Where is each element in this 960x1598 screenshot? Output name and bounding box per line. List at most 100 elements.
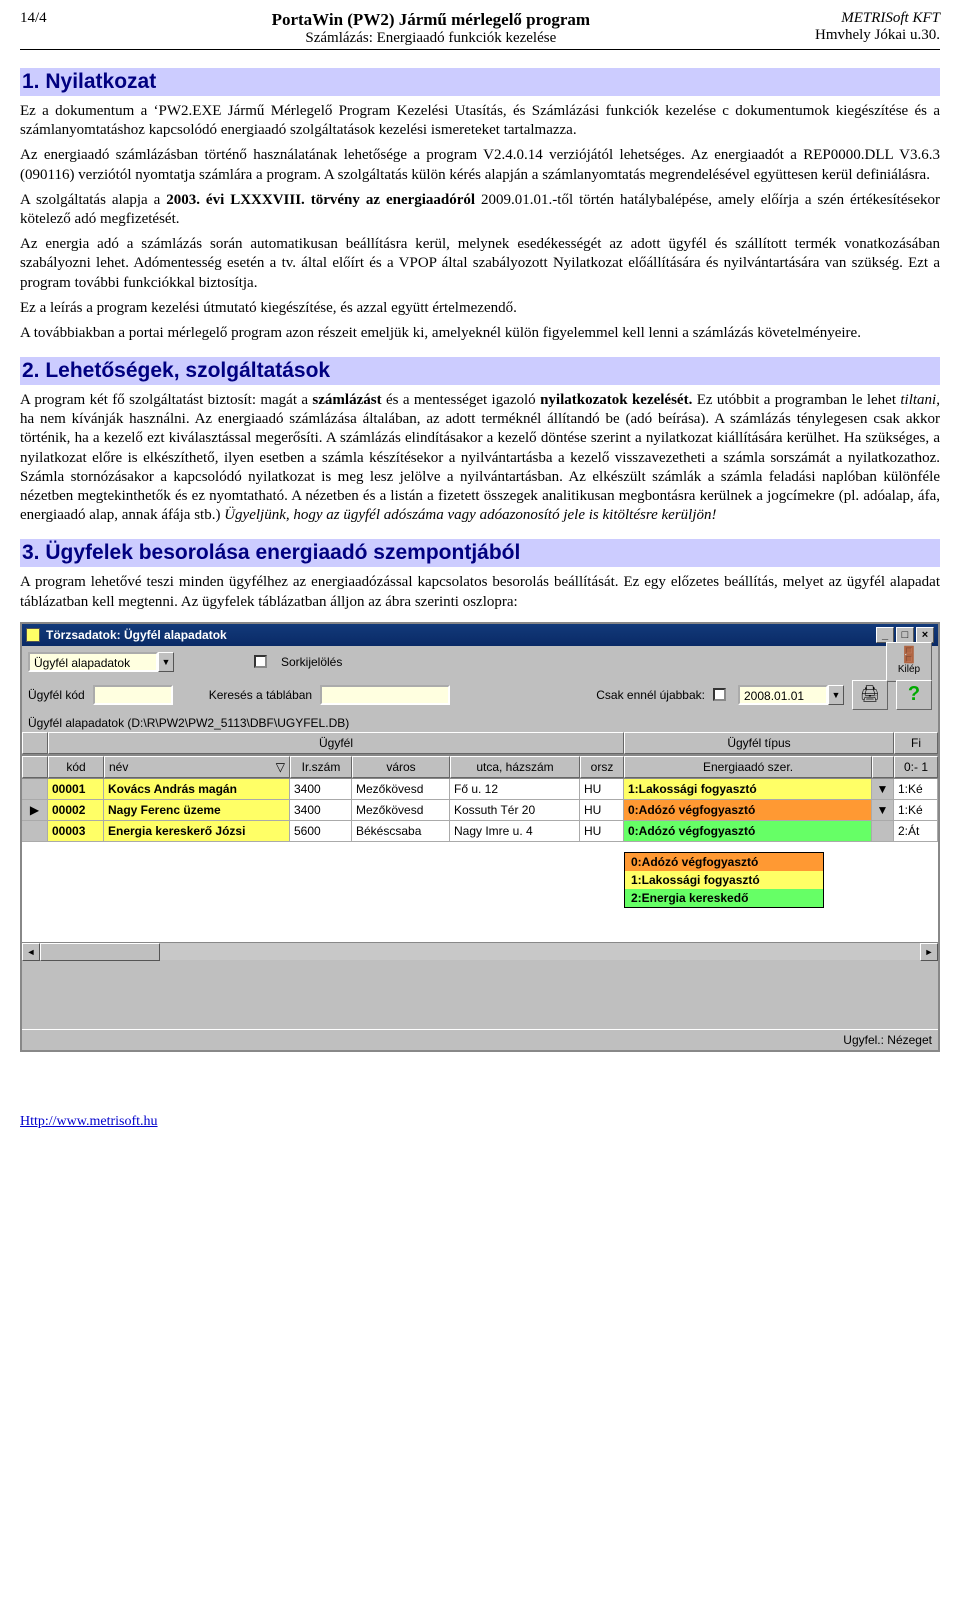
app-window: Törzsadatok: Ügyfél alapadatok _ □ × Ügy… <box>20 622 940 1052</box>
scroll-thumb[interactable] <box>40 943 160 961</box>
exit-button[interactable]: 🚪Kilép <box>886 642 932 682</box>
scroll-left-button[interactable]: ◄ <box>22 943 40 961</box>
sec3-p1: A program lehetővé teszi minden ügyfélhe… <box>20 573 940 611</box>
group-ugyfeltipus: Ügyfél típus <box>624 732 894 754</box>
company-address: Hmvhely Jókai u.30. <box>815 27 940 44</box>
cell-kod: 00003 <box>48 821 104 841</box>
grid-header: kód név ▽ Ir.szám város utca, házszám or… <box>22 755 938 779</box>
sec2-p1: A program két fő szolgáltatást biztosít:… <box>20 391 940 525</box>
table-row[interactable]: 00001Kovács András magán3400MezőkövesdFő… <box>22 779 938 800</box>
col-energiaado[interactable]: Energiaadó szer. <box>624 756 872 778</box>
cell-energiaado[interactable]: 0:Adózó végfogyasztó <box>624 800 872 820</box>
row-marker: ▶ <box>22 800 48 820</box>
csakujabb-checkbox[interactable] <box>713 688 726 701</box>
company-name: METRISoft KFT <box>815 10 940 27</box>
ugyfelkod-label: Ügyfél kód <box>28 688 85 702</box>
chevron-down-icon[interactable]: ▼ <box>158 652 174 672</box>
cell-utca: Kossuth Tér 20 <box>450 800 580 820</box>
cell-irsz: 3400 <box>290 800 352 820</box>
date-filter[interactable]: 2008.01.01▼ <box>738 685 844 705</box>
path-bar: Ügyfél alapadatok (D:\R\PW2\PW2_5113\DBF… <box>22 714 938 732</box>
cell-energiaado[interactable]: 0:Adózó végfogyasztó <box>624 821 872 841</box>
horizontal-scrollbar[interactable]: ◄ ► <box>22 942 938 960</box>
cell-kod: 00001 <box>48 779 104 799</box>
kereses-label: Keresés a táblában <box>209 688 312 702</box>
col-irsz[interactable]: Ir.szám <box>290 756 352 778</box>
cell-irsz: 5600 <box>290 821 352 841</box>
kereses-input[interactable] <box>320 685 450 705</box>
col-last[interactable]: 0:- 1 <box>894 756 938 778</box>
print-button[interactable]: 🖨 <box>852 680 888 710</box>
group-ugyfel: Ügyfél <box>48 732 624 754</box>
cell-orsz: HU <box>580 779 624 799</box>
dropdown-option[interactable]: 1:Lakossági fogyasztó <box>625 871 823 889</box>
door-icon: 🚪 <box>899 648 919 664</box>
table-row[interactable]: 00003Energia kereskerő Józsi5600Békéscsa… <box>22 821 938 842</box>
doc-title-block: PortaWin (PW2) Jármű mérlegelő program S… <box>272 10 591 47</box>
dropdown-arrow-icon[interactable]: ▼ <box>872 800 894 820</box>
cell-energiaado[interactable]: 1:Lakossági fogyasztó <box>624 779 872 799</box>
col-utca[interactable]: utca, házszám <box>450 756 580 778</box>
group-fi: Fi <box>894 732 938 754</box>
section-2-heading: 2. Lehetőségek, szolgáltatások <box>20 357 940 385</box>
cell-utca: Nagy Imre u. 4 <box>450 821 580 841</box>
doc-subtitle: Számlázás: Energiaadó funkciók kezelése <box>272 30 591 47</box>
sec1-p5: Ez a leírás a program kezelési útmutató … <box>20 299 940 318</box>
close-button[interactable]: × <box>916 627 934 643</box>
minimize-button[interactable]: _ <box>876 627 894 643</box>
doc-title: PortaWin (PW2) Jármű mérlegelő program <box>272 10 591 30</box>
cell-orsz: HU <box>580 800 624 820</box>
ugyfelkod-input[interactable] <box>93 685 173 705</box>
dropdown-arrow-icon[interactable] <box>872 821 894 841</box>
dropdown-option[interactable]: 0:Adózó végfogyasztó <box>625 853 823 871</box>
col-kod[interactable]: kód <box>48 756 104 778</box>
sec1-p2: Az energiaadó számlázásban történő haszn… <box>20 146 940 184</box>
help-button[interactable]: ? <box>896 680 932 710</box>
table-row[interactable]: ▶00002Nagy Ferenc üzeme3400MezőkövesdKos… <box>22 800 938 821</box>
cell-varos: Mezőkövesd <box>352 800 450 820</box>
window-title: Törzsadatok: Ügyfél alapadatok <box>46 628 876 642</box>
footer-link[interactable]: Http://www.metrisoft.hu <box>20 1114 158 1129</box>
sec1-p6: A továbbiakban a portai mérlegelő progra… <box>20 324 940 343</box>
cell-nev: Energia kereskerő Józsi <box>104 821 290 841</box>
col-orsz[interactable]: orsz <box>580 756 624 778</box>
dropdown-option[interactable]: 2:Energia kereskedő <box>625 889 823 907</box>
energiaado-dropdown-list[interactable]: 0:Adózó végfogyasztó 1:Lakossági fogyasz… <box>624 852 824 908</box>
row-marker <box>22 779 48 799</box>
scroll-right-button[interactable]: ► <box>920 943 938 961</box>
cell-irsz: 3400 <box>290 779 352 799</box>
chevron-down-icon[interactable]: ▼ <box>828 685 844 705</box>
cell-kod: 00002 <box>48 800 104 820</box>
company-block: METRISoft KFT Hmvhely Jókai u.30. <box>815 10 940 47</box>
csakujabb-label: Csak ennél újabbak: <box>596 688 705 702</box>
sec1-p3: A szolgáltatás alapja a 2003. évi LXXXVI… <box>20 191 940 229</box>
cell-varos: Békéscsaba <box>352 821 450 841</box>
sec1-p1: Ez a dokumentum a ‘PW2.EXE Jármű Mérlege… <box>20 102 940 140</box>
section-1-heading: 1. Nyilatkozat <box>20 68 940 96</box>
maximize-button[interactable]: □ <box>896 627 914 643</box>
tab-selector[interactable]: Ügyfél alapadatok ▼ <box>28 652 174 672</box>
cell-last: 2:Át <box>894 821 938 841</box>
cell-varos: Mezőkövesd <box>352 779 450 799</box>
section-3-heading: 3. Ügyfelek besorolása energiaadó szempo… <box>20 539 940 567</box>
grid-body: 00001Kovács András magán3400MezőkövesdFő… <box>22 779 938 842</box>
col-varos[interactable]: város <box>352 756 450 778</box>
row-marker <box>22 821 48 841</box>
toolbar-row1: Ügyfél alapadatok ▼ Sorkijelölés 🚪Kilép <box>22 646 938 678</box>
page-number: 14/4 <box>20 10 47 47</box>
cell-nev: Kovács András magán <box>104 779 290 799</box>
col-nev[interactable]: név ▽ <box>104 756 290 778</box>
status-bar: Ugyfel.: Nézeget <box>22 1029 938 1050</box>
sorkijeloles-label: Sorkijelölés <box>281 655 342 669</box>
toolbar-row2: Ügyfél kód Keresés a táblában Csak ennél… <box>22 678 938 714</box>
printer-icon: 🖨 <box>860 687 880 703</box>
titlebar[interactable]: Törzsadatok: Ügyfél alapadatok _ □ × <box>22 624 938 646</box>
app-icon <box>26 628 40 642</box>
page-header: 14/4 PortaWin (PW2) Jármű mérlegelő prog… <box>20 10 940 50</box>
cell-utca: Fő u. 12 <box>450 779 580 799</box>
dropdown-arrow-icon[interactable]: ▼ <box>872 779 894 799</box>
sec1-p4: Az energia adó a számlázás során automat… <box>20 235 940 293</box>
cell-nev: Nagy Ferenc üzeme <box>104 800 290 820</box>
sorkijeloles-checkbox[interactable] <box>254 655 267 668</box>
cell-orsz: HU <box>580 821 624 841</box>
